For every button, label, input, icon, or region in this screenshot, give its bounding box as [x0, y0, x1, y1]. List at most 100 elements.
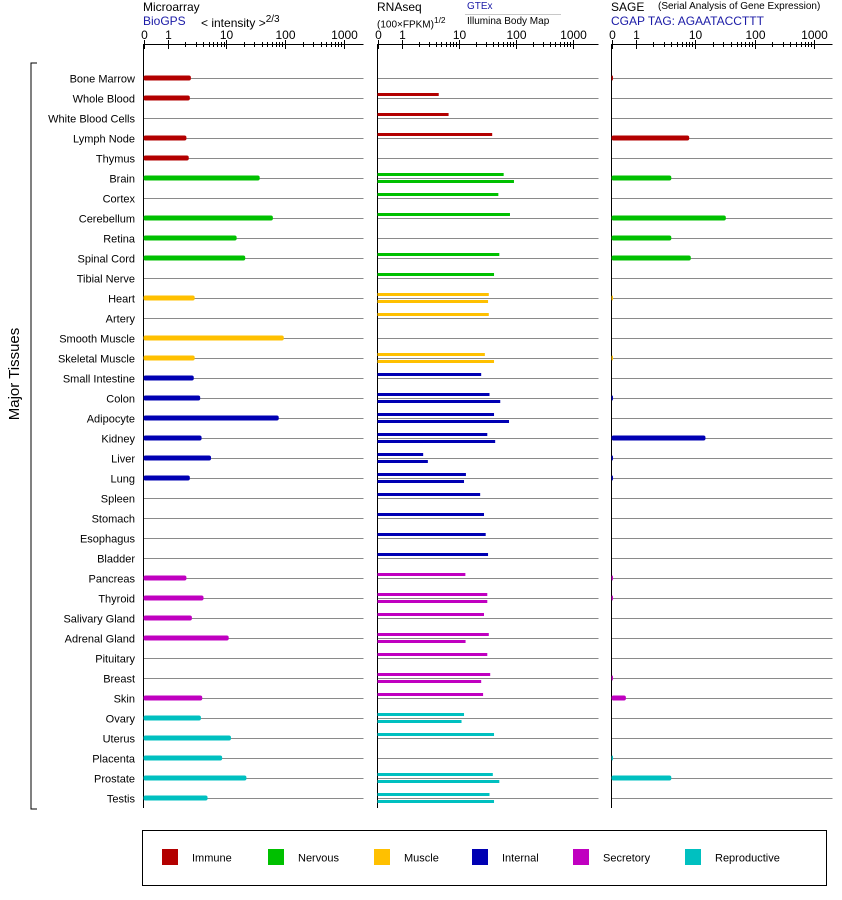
rnaseq-gtex-bar [377, 573, 466, 576]
sage-title: SAGE [611, 0, 645, 14]
tissue-label: Retina [103, 234, 136, 246]
microarray-bar [143, 435, 202, 441]
sage-bar [611, 295, 613, 301]
rnaseq-gtex-bar [377, 273, 495, 276]
microarray-bar [143, 635, 229, 641]
rnaseq-ibm-bar [377, 480, 465, 483]
microarray-bar [143, 295, 195, 301]
tissue-label: Uterus [103, 734, 136, 746]
axis-tick-label: 1 [165, 28, 172, 42]
sage-bar [611, 675, 613, 681]
legend-label: Immune [192, 853, 232, 865]
tissue-label: Heart [108, 294, 135, 306]
microarray-bar [143, 475, 190, 481]
tissue-label: Spinal Cord [78, 254, 135, 266]
microarray-bar [143, 775, 247, 781]
microarray-bar [143, 795, 208, 801]
tissue-label: Pancreas [89, 574, 136, 586]
rnaseq-gtex-bar [377, 413, 495, 416]
legend-label: Nervous [298, 853, 339, 865]
microarray-bar [143, 75, 191, 81]
rnaseq-gtex-bar [377, 313, 489, 316]
legend-swatch [573, 849, 589, 865]
sage-bar [611, 255, 691, 261]
microarray-bar [143, 155, 189, 161]
rnaseq-gtex-bar [377, 213, 510, 216]
rnaseq-gtex-bar [377, 553, 489, 556]
tissue-label: Liver [111, 454, 135, 466]
microarray-bar [143, 355, 195, 361]
sage-bar [611, 775, 672, 781]
rnaseq-gtex-bar [377, 173, 504, 176]
tissue-label: Cortex [103, 194, 136, 206]
microarray-bar [143, 455, 212, 461]
tissue-label: Esophagus [80, 534, 136, 546]
rnaseq-gtex-bar [377, 293, 489, 296]
rnaseq-gtex-bar [377, 613, 484, 616]
tissue-label: Placenta [92, 754, 136, 766]
sage-bar [611, 395, 613, 401]
tissue-label: Pituitary [95, 654, 135, 666]
rnaseq-gtex-bar [377, 453, 424, 456]
microarray-bar [143, 755, 223, 761]
rnaseq-title: RNAseq [377, 0, 422, 14]
microarray-bar [143, 575, 187, 581]
microarray-bar [143, 95, 190, 101]
microarray-unit: < intensity >2/3 [201, 14, 280, 30]
tissue-axis: Major Tissues [6, 62, 37, 810]
rnaseq-gtex-bar [377, 773, 493, 776]
tissue-label: Thyroid [98, 594, 135, 606]
rnaseq-gtex-bar [377, 793, 490, 796]
axis-tick-label: 10 [453, 28, 467, 42]
tissue-label: Adrenal Gland [65, 634, 135, 646]
microarray-unit-text: < intensity > [201, 16, 266, 30]
tissue-label: Salivary Gland [63, 614, 135, 626]
legend: Immune Nervous Muscle Internal Secretory Repr… [142, 830, 827, 886]
rnaseq-unit: (100×FPKM)1/2 [377, 15, 446, 30]
axis-tick-label: 1000 [560, 28, 587, 42]
legend-swatch [162, 849, 178, 865]
microarray-bar [143, 175, 260, 181]
legend-label: Internal [502, 853, 539, 865]
rnaseq-gtex-bar [377, 373, 482, 376]
sage-bar [611, 75, 613, 81]
tissue-label: Small Intestine [63, 374, 135, 386]
rnaseq-gtex-bar [377, 133, 493, 136]
tissue-label: Whole Blood [73, 94, 135, 106]
rnaseq-gtex-bar [377, 533, 486, 536]
sage-bar [611, 755, 613, 761]
microarray-bar [143, 715, 201, 721]
rnaseq-ibm-bar [377, 300, 489, 303]
rnaseq-unit-exponent: 1/2 [433, 15, 446, 25]
rnaseq-gtex-bar [377, 433, 488, 436]
axis-tick-label: 1000 [331, 28, 358, 42]
legend-label: Secretory [603, 853, 651, 865]
rnaseq-ibm-bar [377, 640, 466, 643]
axis-tick-label: 10 [220, 28, 234, 42]
tissue-label: Stomach [92, 514, 135, 526]
axis-tick-label: 100 [745, 28, 765, 42]
rnaseq-ibm-bar [377, 680, 482, 683]
axis-tick-label: 100 [275, 28, 295, 42]
rnaseq-gtex-bar [377, 353, 485, 356]
rnaseq-gtex-bar [377, 113, 449, 116]
microarray-bar [143, 375, 194, 381]
tissue-label: Smooth Muscle [59, 334, 135, 346]
sage-bar [611, 455, 613, 461]
rnaseq-ibm-bar [377, 720, 462, 723]
sage-tag: CGAP TAG: AGAATACCTTT [611, 14, 764, 28]
rnaseq-ibm-bar [377, 360, 495, 363]
tissue-label: Spleen [101, 494, 135, 506]
microarray-bar [143, 255, 246, 261]
rnaseq-gtex-bar [377, 633, 489, 636]
tissue-label: Breast [103, 674, 135, 686]
tissue-label: White Blood Cells [48, 114, 135, 126]
major-tissues-label: Major Tissues [6, 328, 23, 421]
microarray-bar [143, 135, 187, 141]
rnaseq-gtex-bar [377, 253, 500, 256]
tissue-label: Kidney [101, 434, 135, 446]
rnaseq-ibm-bar [377, 780, 500, 783]
microarray-bar [143, 215, 273, 221]
axis-tick-label: 1000 [801, 28, 828, 42]
microarray-bar [143, 615, 192, 621]
